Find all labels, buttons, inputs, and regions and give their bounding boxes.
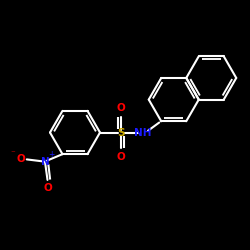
Text: ⁻: ⁻ bbox=[11, 150, 16, 159]
Text: S: S bbox=[118, 128, 125, 138]
Text: O: O bbox=[117, 152, 126, 162]
Text: NH: NH bbox=[134, 128, 151, 138]
Text: +: + bbox=[48, 150, 54, 159]
Text: N: N bbox=[40, 157, 49, 167]
Text: O: O bbox=[117, 103, 126, 113]
Text: O: O bbox=[16, 154, 25, 164]
Text: O: O bbox=[43, 183, 52, 193]
